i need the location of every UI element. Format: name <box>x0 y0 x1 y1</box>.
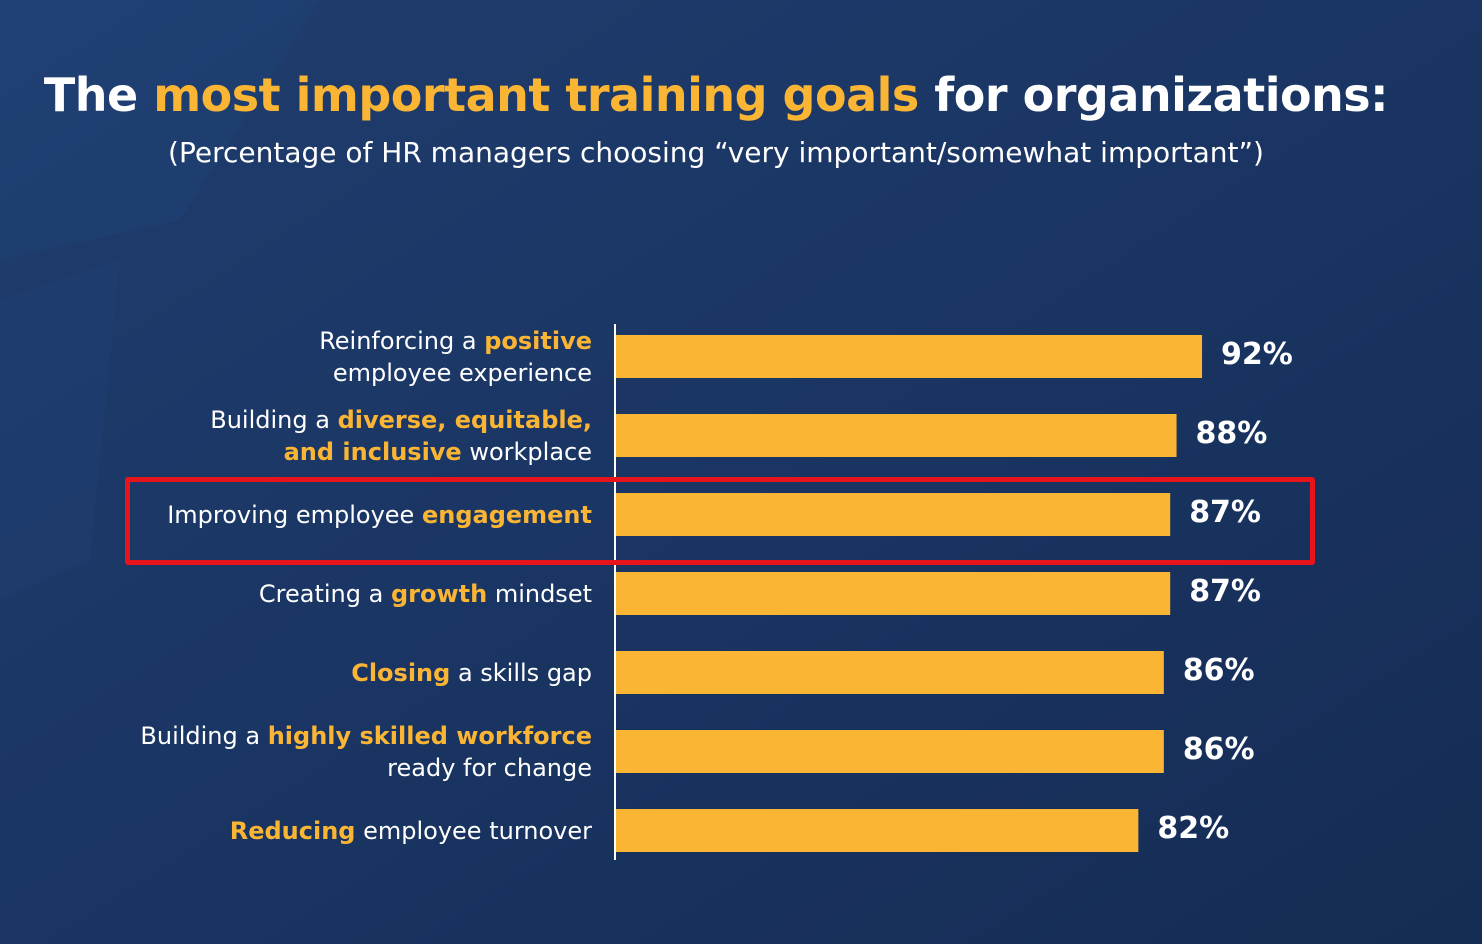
category-label-highlight: Closing <box>351 658 451 687</box>
category-label-line: Building a highly skilled workforce <box>140 720 592 752</box>
category-label-line: ready for change <box>140 752 592 784</box>
value-label: 82% <box>1157 811 1230 846</box>
category-label-line: Creating a growth mindset <box>259 578 592 610</box>
bar <box>616 335 1203 378</box>
value-label: 87% <box>1189 495 1261 530</box>
category-label-text: a skills gap <box>450 658 592 687</box>
category-label-highlight: and inclusive <box>283 437 462 466</box>
title-segment: for organizations: <box>918 68 1389 122</box>
category-label-line: Reinforcing a positive <box>319 325 592 357</box>
category-label-line: Improving employee engagement <box>167 499 592 531</box>
value-label: 86% <box>1182 732 1255 767</box>
bar <box>616 572 1171 615</box>
category-label-highlight: diverse, equitable, <box>337 405 592 434</box>
category-label-text: Building a <box>140 721 268 750</box>
value-label: 87% <box>1189 574 1261 609</box>
category-label-highlight: highly skilled workforce <box>267 721 592 750</box>
category-label-text: employee turnover <box>355 816 592 845</box>
category-label-text: Improving employee <box>167 500 422 529</box>
category-label-text: employee experience <box>332 358 592 387</box>
highlight-box <box>125 477 1315 565</box>
category-label-line: employee experience <box>319 357 592 389</box>
category-label-text: workplace <box>461 437 592 466</box>
category-label-line: Closing a skills gap <box>351 657 592 689</box>
category-label-text: Creating a <box>258 579 391 608</box>
category-label: Reducing employee turnover <box>230 815 592 847</box>
category-label-text: mindset <box>487 579 592 608</box>
value-label: 86% <box>1182 653 1255 688</box>
category-label: Improving employee engagement <box>167 499 592 531</box>
category-label-text: ready for change <box>387 753 592 782</box>
category-label-line: Reducing employee turnover <box>230 815 592 847</box>
category-label-highlight: Reducing <box>229 816 356 845</box>
category-label: Reinforcing a positive employee experienc… <box>319 325 592 389</box>
bar <box>616 414 1177 457</box>
category-label-text: Building a <box>210 405 338 434</box>
category-label-highlight: engagement <box>421 500 592 529</box>
category-label: Closing a skills gap <box>351 657 592 689</box>
title-segment: The <box>43 68 154 122</box>
category-label: Building a highly skilled workforce ready… <box>140 720 592 784</box>
category-label-text: Reinforcing a <box>319 326 485 355</box>
bar <box>616 493 1171 536</box>
category-label-line: Building a diverse, equitable, <box>210 404 592 436</box>
value-label: 92% <box>1221 337 1293 372</box>
bar <box>616 809 1139 852</box>
category-label-highlight: growth <box>390 579 488 608</box>
chart-title: The most important training goals for or… <box>0 68 1432 122</box>
value-label: 88% <box>1195 416 1268 451</box>
category-label-line: and inclusive workplace <box>210 436 592 468</box>
category-label: Creating a growth mindset <box>259 578 592 610</box>
category-label-highlight: positive <box>484 326 592 355</box>
title-segment: most important training goals <box>153 68 919 122</box>
bar <box>616 730 1164 773</box>
chart-subtitle: (Percentage of HR managers choosing “ver… <box>168 136 1264 169</box>
bar <box>616 651 1164 694</box>
category-label: Building a diverse, equitable, and inclus… <box>210 404 592 468</box>
